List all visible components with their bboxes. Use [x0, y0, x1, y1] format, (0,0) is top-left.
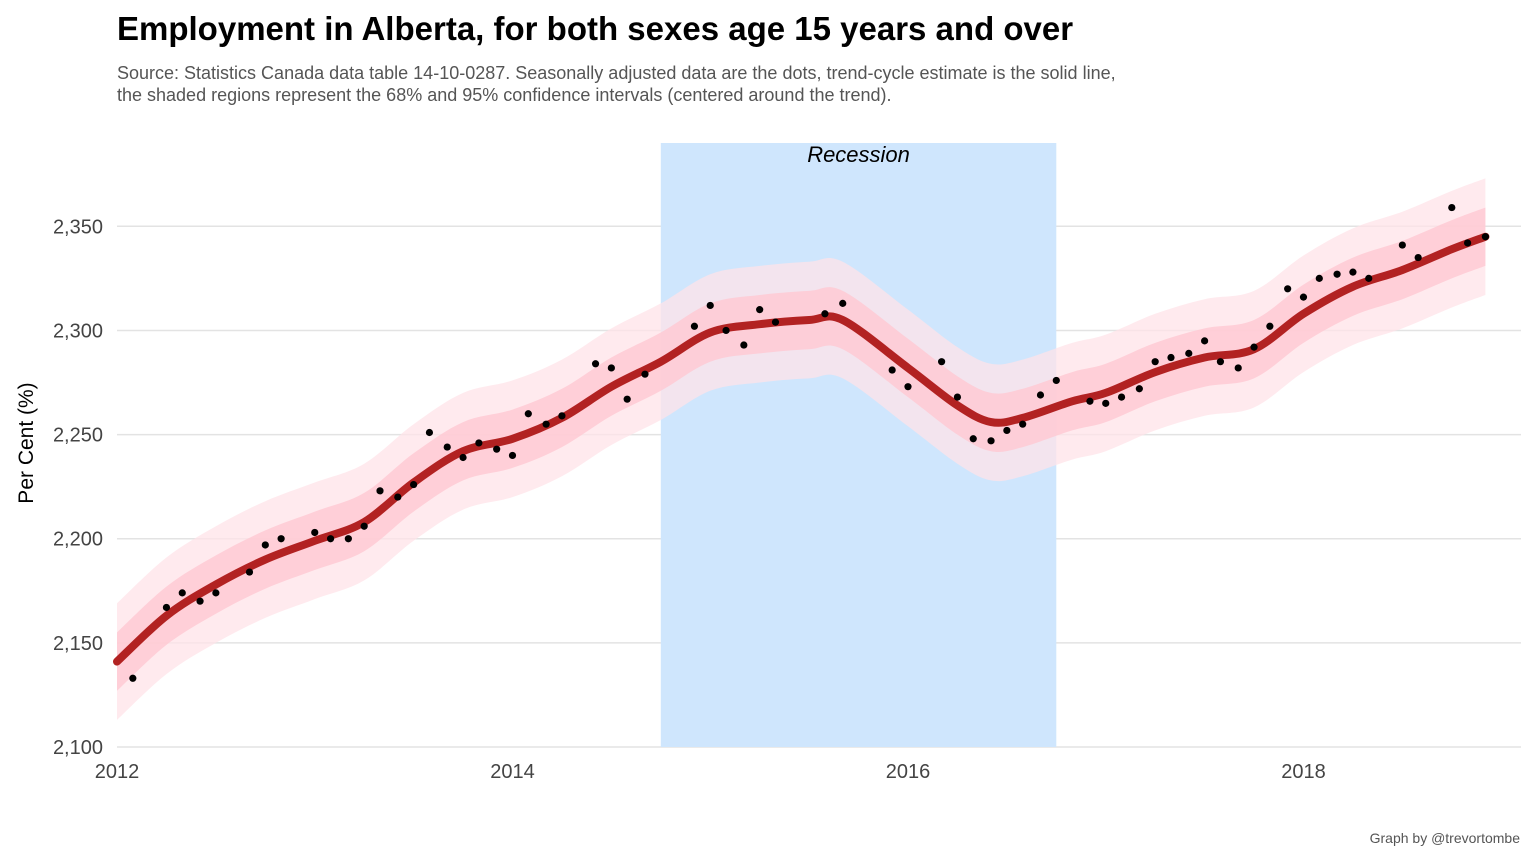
data-point [1234, 364, 1242, 372]
data-point [1481, 233, 1490, 241]
data-point [1266, 322, 1274, 330]
chart-subtitle: Source: Statistics Canada data table 14-… [117, 62, 1417, 106]
data-point [987, 437, 995, 445]
data-point [623, 395, 631, 403]
data-point [344, 535, 352, 543]
x-tick-label: 2016 [886, 761, 931, 783]
data-point [1102, 399, 1110, 407]
data-point [1250, 343, 1258, 351]
data-point [953, 393, 962, 401]
data-point [771, 318, 780, 326]
data-point [641, 370, 649, 378]
data-point [607, 364, 615, 372]
x-tick-label: 2018 [1281, 761, 1326, 783]
chart-title: Employment in Alberta, for both sexes ag… [117, 10, 1074, 47]
recession-label: Recession [807, 142, 910, 167]
axes: 2,100 2,150 2,200 2,250 2,300 2,350 2012 2014 20… [15, 216, 1326, 783]
data-point [1299, 293, 1308, 301]
data-point [821, 310, 829, 318]
data-point [508, 451, 517, 460]
data-point [1052, 376, 1060, 385]
data-point [410, 480, 418, 489]
data-point [690, 322, 699, 330]
data-point [475, 439, 483, 447]
data-point [1036, 391, 1045, 399]
data-point [888, 366, 896, 374]
data-point [591, 360, 600, 368]
data-point [756, 306, 764, 314]
data-point [1185, 349, 1193, 357]
data-point [311, 528, 319, 537]
y-tick-label: 2,300 [53, 320, 103, 342]
subtitle-line-1: Source: Statistics Canada data table 14-… [117, 63, 1116, 83]
data-point [1365, 274, 1373, 282]
y-tick-label: 2,350 [53, 216, 103, 238]
observed-series [129, 203, 1490, 682]
data-point [360, 522, 368, 530]
data-point [542, 420, 550, 428]
y-tick-label: 2,100 [53, 737, 103, 759]
data-point [376, 487, 384, 495]
data-point [1349, 268, 1357, 276]
data-point [938, 358, 946, 366]
data-point [1333, 270, 1341, 278]
data-point [277, 535, 285, 543]
y-tick-label: 2,200 [53, 529, 103, 551]
data-point [1003, 426, 1011, 435]
data-point [129, 674, 137, 682]
x-tick-label: 2014 [490, 761, 535, 783]
data-point [706, 301, 714, 310]
data-point [1086, 397, 1094, 405]
subtitle-line-2: the shaded regions represent the 68% and… [117, 85, 892, 105]
data-point [1216, 358, 1225, 366]
data-point [1284, 285, 1292, 293]
data-point [1464, 239, 1472, 247]
data-point [524, 410, 532, 418]
data-point [196, 597, 204, 605]
y-axis-label: Per Cent (%) [15, 382, 38, 503]
data-point [245, 568, 254, 576]
data-point [1135, 385, 1143, 393]
data-point [904, 383, 912, 391]
data-point [493, 445, 501, 453]
data-point [1151, 358, 1159, 366]
graph-credit: Graph by @trevortombe [1369, 830, 1520, 846]
data-point [459, 453, 467, 462]
ci-68-band [117, 207, 1486, 691]
y-tick-label: 2,250 [53, 425, 103, 447]
data-point [1398, 241, 1406, 249]
data-point [443, 443, 451, 451]
data-point [326, 535, 335, 543]
data-point [1315, 274, 1323, 282]
data-point [162, 603, 171, 612]
confidence-bands [117, 178, 1486, 720]
data-point [178, 589, 186, 597]
data-point [1167, 353, 1175, 362]
data-point [740, 341, 748, 349]
data-point [558, 412, 566, 420]
data-point [261, 541, 269, 549]
data-point [1201, 337, 1209, 345]
data-point [722, 326, 730, 335]
data-point [969, 435, 977, 443]
data-point [1414, 253, 1422, 262]
data-point [1019, 420, 1027, 428]
x-tick-label: 2012 [95, 761, 140, 783]
data-point [1117, 393, 1126, 401]
data-point [394, 493, 402, 501]
data-point [839, 299, 847, 307]
ci-95-band [117, 178, 1486, 720]
data-point [425, 428, 434, 437]
y-tick-label: 2,150 [53, 633, 103, 655]
data-point [212, 589, 220, 597]
data-point [1448, 203, 1456, 212]
